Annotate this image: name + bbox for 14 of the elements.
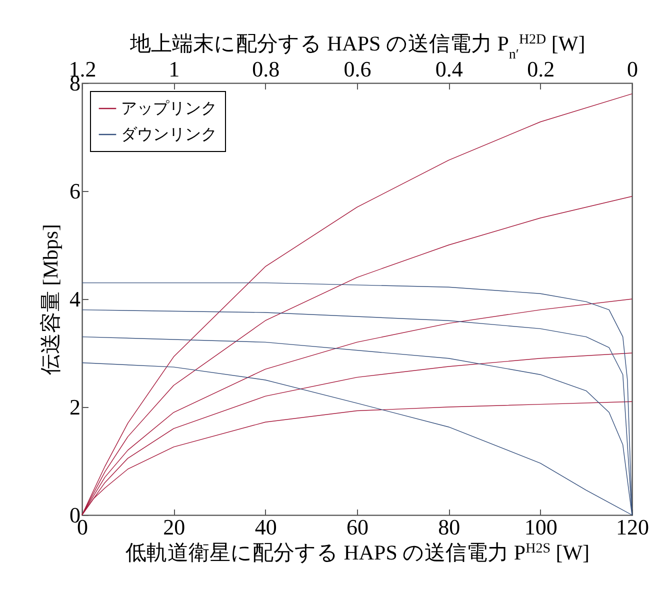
x-tick-label: 20 bbox=[163, 514, 186, 540]
y-axis-title: 伝送容量 [Mbps] bbox=[38, 224, 62, 376]
x-tick-label: 80 bbox=[438, 514, 460, 540]
x-tick-label: 60 bbox=[346, 514, 368, 540]
legend-label: ダウンリンク bbox=[121, 126, 217, 144]
x-axis-title: 低軌道衛星に配分する HAPS の送信電力 P$^{H2S}$ [W] bbox=[125, 540, 590, 564]
x-tick-label: 100 bbox=[524, 514, 558, 540]
y-tick-label: 6 bbox=[70, 178, 80, 204]
legend-label: アップリンク bbox=[121, 100, 217, 118]
x-tick-label: 40 bbox=[254, 514, 277, 540]
x2-tick-label: 0 bbox=[627, 56, 638, 82]
y-tick-label: 2 bbox=[70, 394, 80, 420]
x-tick-label: 120 bbox=[616, 514, 649, 540]
y-tick-label: 4 bbox=[70, 286, 80, 312]
